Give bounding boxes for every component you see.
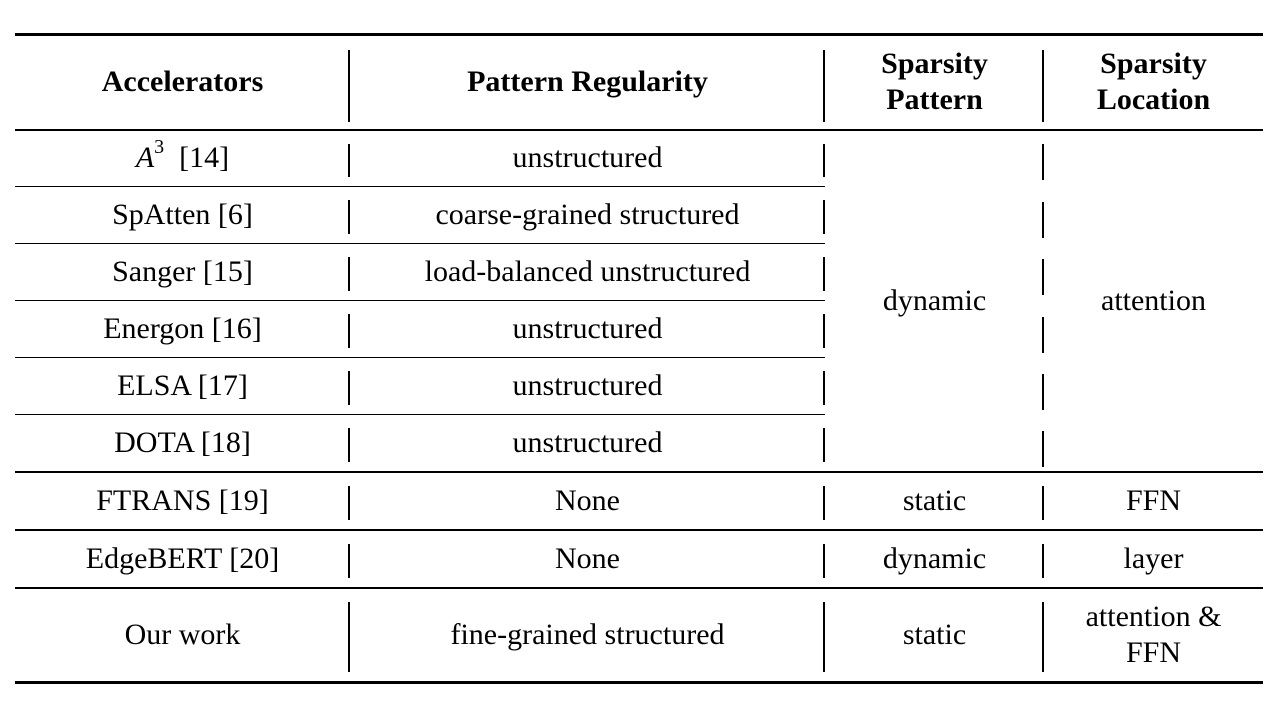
header-row: Accelerators Pattern Regularity Sparsity… bbox=[15, 33, 1263, 130]
pattern-cell: unstructured bbox=[350, 128, 825, 187]
separator bbox=[1042, 316, 1044, 353]
sparsity-location-line2: FFN bbox=[1125, 635, 1182, 669]
sparsity-location-cell: FFN bbox=[1044, 470, 1263, 530]
accelerator-cell: A3 [14] bbox=[15, 128, 350, 187]
accelerator-cell: Our work bbox=[15, 586, 350, 684]
pattern-cell: None bbox=[350, 528, 825, 588]
table-row: SpAtten [6] coarse-grained structured bbox=[15, 186, 1263, 244]
accelerator-cell: Energon [16] bbox=[15, 300, 350, 358]
sparsity-pattern-cell: static bbox=[825, 470, 1044, 530]
pattern-cell: None bbox=[350, 470, 825, 530]
pattern-cell: load-balanced unstructured bbox=[350, 243, 825, 301]
table-row: DOTA [18] unstructured bbox=[15, 414, 1263, 472]
header-sparsity-location-line2: Location bbox=[1096, 83, 1211, 117]
separator bbox=[1042, 258, 1044, 295]
sparsity-pattern-cell: static bbox=[825, 586, 1044, 684]
table-row: A3 [14] unstructured dynamic attention bbox=[15, 128, 1263, 472]
separator bbox=[1042, 201, 1044, 238]
pattern-cell: coarse-grained structured bbox=[350, 186, 825, 244]
separator bbox=[1042, 373, 1044, 410]
sparsity-pattern-cell-group1: dynamic bbox=[825, 128, 1044, 472]
header-accelerators: Accelerators bbox=[15, 33, 350, 130]
sparsity-location-cell: attention & FFN bbox=[1044, 586, 1263, 684]
sparsity-pattern-cell: dynamic bbox=[825, 528, 1044, 588]
header-sparsity-pattern-line2: Pattern bbox=[886, 83, 983, 117]
accelerator-cell: DOTA [18] bbox=[15, 414, 350, 472]
accelerator-cell: SpAtten [6] bbox=[15, 186, 350, 244]
pattern-cell: unstructured bbox=[350, 300, 825, 358]
table-row: Sanger [15] load-balanced unstructured bbox=[15, 243, 1263, 301]
sparsity-location-line1: attention & bbox=[1085, 599, 1222, 633]
accelerator-cell: ELSA [17] bbox=[15, 357, 350, 415]
separator bbox=[1042, 430, 1044, 467]
accelerator-a3-sup: 3 bbox=[154, 136, 165, 159]
accelerator-cell: EdgeBERT [20] bbox=[15, 528, 350, 588]
accelerator-cell: Sanger [15] bbox=[15, 243, 350, 301]
accelerator-comparison-table: Accelerators Pattern Regularity Sparsity… bbox=[15, 33, 1263, 684]
header-sparsity-location: Sparsity Location bbox=[1044, 33, 1263, 130]
pattern-cell: fine-grained structured bbox=[350, 586, 825, 684]
header-sparsity-pattern-line1: Sparsity bbox=[881, 47, 988, 81]
separator bbox=[1042, 143, 1044, 180]
sparsity-location-cell: layer bbox=[1044, 528, 1263, 588]
pattern-cell: unstructured bbox=[350, 414, 825, 472]
accelerator-a3-base: A bbox=[135, 141, 155, 175]
pattern-cell: unstructured bbox=[350, 357, 825, 415]
table-row: EdgeBERT [20] None dynamic layer bbox=[15, 528, 1263, 588]
sparsity-pattern-dynamic: dynamic bbox=[882, 283, 987, 317]
header-sparsity-pattern: Sparsity Pattern bbox=[825, 33, 1044, 130]
header-pattern-regularity: Pattern Regularity bbox=[350, 33, 825, 130]
table-row: ELSA [17] unstructured bbox=[15, 357, 1263, 415]
sparsity-location-cell-group1: attention bbox=[1044, 128, 1263, 472]
comparison-table-wrapper: Accelerators Pattern Regularity Sparsity… bbox=[15, 33, 1263, 684]
table-row: Our work fine-grained structured static … bbox=[15, 586, 1263, 684]
header-sparsity-location-line1: Sparsity bbox=[1100, 47, 1207, 81]
accelerator-a3-ref: [14] bbox=[179, 141, 230, 175]
table-row: FTRANS [19] None static FFN bbox=[15, 470, 1263, 530]
table-row: Energon [16] unstructured bbox=[15, 300, 1263, 358]
accelerator-cell: FTRANS [19] bbox=[15, 470, 350, 530]
